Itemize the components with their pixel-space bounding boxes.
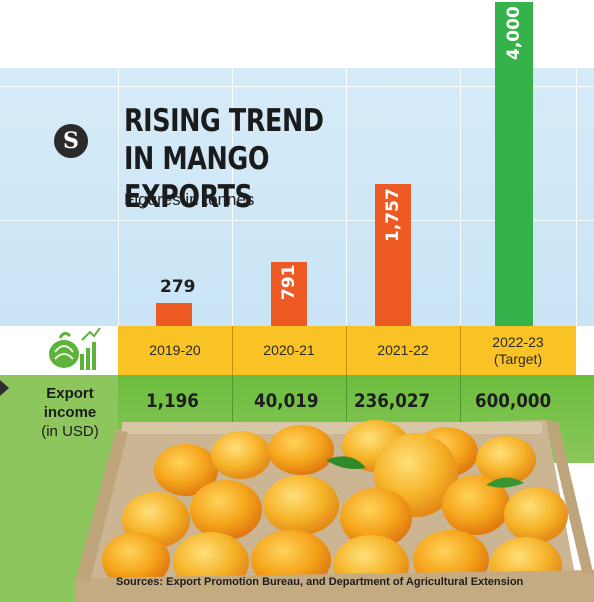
income-value: 600,000	[475, 390, 552, 412]
category-divider	[232, 326, 233, 375]
grid-line	[346, 68, 347, 326]
grid-line	[232, 68, 233, 326]
mango-crate-photo	[76, 420, 594, 602]
source-note: Sources: Export Promotion Bureau, and De…	[116, 576, 524, 588]
income-label-line3: (in USD)	[41, 423, 99, 440]
category-band	[118, 326, 576, 375]
income-label-line2: income	[43, 404, 97, 421]
income-label: Export income (in USD)	[24, 384, 116, 441]
category-label: 2022-23 (Target)	[492, 333, 544, 367]
bar-value-label: 791	[279, 264, 299, 300]
grid-line	[460, 68, 461, 326]
category-divider	[346, 326, 347, 375]
income-value: 236,027	[354, 390, 431, 412]
bar-2021-22	[375, 183, 411, 326]
bar-value-label: 279	[160, 277, 196, 298]
bar-2022-23	[495, 2, 533, 326]
bar-value-label: 4,000	[504, 6, 524, 60]
category-label: 2021-22	[377, 342, 429, 358]
income-value: 1,196	[146, 390, 199, 412]
mango-growth-icon	[49, 327, 101, 370]
chart-title-text: RISING TREND IN MANGO EXPORTS	[124, 103, 324, 215]
bar-value-label: 1,757	[383, 187, 403, 242]
grid-line	[118, 68, 119, 326]
category-label: 2020-21	[263, 342, 315, 358]
grid-line	[0, 86, 594, 87]
category-label: 2019-20	[149, 342, 201, 358]
income-divider	[232, 375, 233, 457]
income-value: 40,019	[254, 390, 319, 412]
income-label-line1: Export	[46, 385, 94, 402]
grid-line	[0, 220, 594, 221]
income-divider	[346, 375, 347, 457]
pointer-arrow-icon	[0, 380, 9, 396]
bar-2019-20	[156, 303, 192, 326]
brand-logo: S	[54, 124, 88, 158]
bar-2020-21	[271, 261, 307, 326]
income-divider	[460, 375, 461, 457]
category-divider	[460, 326, 461, 375]
chart-subtitle: Figures in tonnes	[124, 190, 255, 209]
grid-line	[576, 68, 577, 326]
chart-title: RISING TREND IN MANGO EXPORTS	[124, 102, 337, 216]
